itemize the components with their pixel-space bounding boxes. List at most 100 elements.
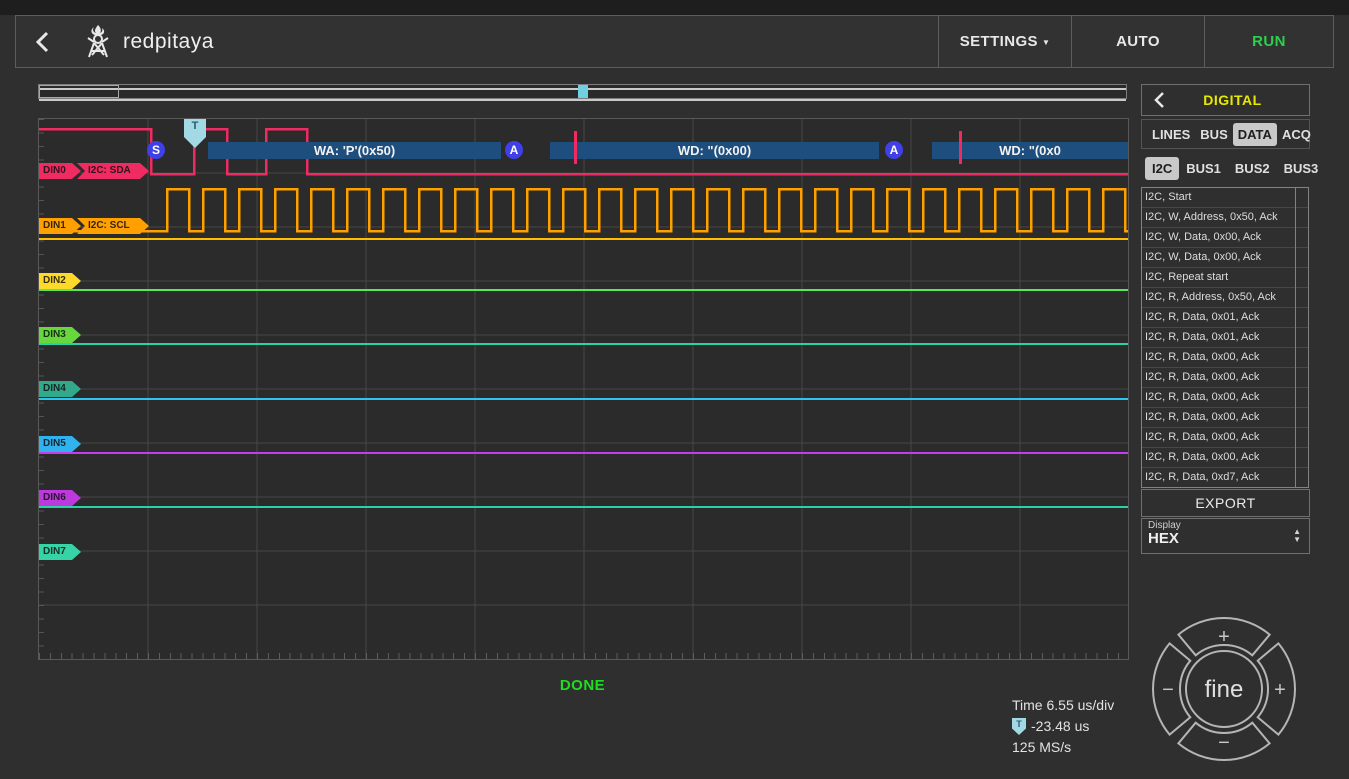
list-item[interactable]: I2C, Repeat start — [1142, 268, 1308, 288]
top-strip — [0, 0, 1349, 15]
decoder-bar-write-address: WA: 'P'(0x50) — [208, 142, 501, 159]
channel-badge-din6[interactable]: DIN6 — [39, 490, 81, 506]
auto-label: AUTO — [1116, 33, 1160, 50]
sidebar-collapse-button[interactable] — [1142, 91, 1176, 109]
navigation-pad[interactable]: + + − − fine — [1149, 614, 1299, 764]
decoder-bar-label: WD: "(0x0 — [999, 143, 1061, 158]
logo-text: redpitaya — [123, 29, 214, 53]
tab-bus[interactable]: BUS — [1200, 126, 1228, 142]
channel-badge-din7[interactable]: DIN7 — [39, 544, 81, 560]
list-item[interactable]: I2C, R, Data, 0x01, Ack — [1142, 328, 1308, 348]
list-item[interactable]: I2C, W, Data, 0x00, Ack — [1142, 248, 1308, 268]
run-button[interactable]: RUN — [1204, 16, 1333, 67]
pad-down-button[interactable] — [1176, 721, 1272, 761]
back-button[interactable] — [16, 16, 68, 67]
channel-badge-din0[interactable]: DIN0 — [39, 163, 81, 179]
time-scale-text: Time 6.55 us/div — [1012, 697, 1115, 713]
auto-button[interactable]: AUTO — [1071, 16, 1204, 67]
badge-label: DIN6 — [43, 492, 66, 503]
badge-label: DIN4 — [43, 383, 66, 394]
bus-badge-i2c-scl[interactable]: I2C: SCL — [77, 218, 149, 234]
tab-bus3[interactable]: BUS3 — [1283, 160, 1319, 176]
i2c-ack-marker: A — [505, 141, 523, 159]
badge-label: DIN2 — [43, 275, 66, 286]
timeline-scrollbar[interactable] — [38, 84, 1127, 101]
trigger-marker-label: T — [191, 120, 199, 132]
badge-label: DIN1 — [43, 220, 66, 231]
sample-rate: 125 MS/s — [1012, 737, 1114, 758]
tab-bus2[interactable]: BUS2 — [1234, 160, 1270, 176]
select-spinner-icon[interactable]: ▲ ▼ — [1293, 527, 1301, 544]
list-item[interactable]: I2C, W, Address, 0x50, Ack — [1142, 208, 1308, 228]
acquisition-status: DONE — [559, 677, 606, 694]
pad-up-button[interactable] — [1176, 617, 1272, 657]
settings-button[interactable]: SETTINGS ▼ — [938, 16, 1071, 67]
channel-badge-din5[interactable]: DIN5 — [39, 436, 81, 452]
i2c-ack-marker: A — [885, 141, 903, 159]
pad-fine-button[interactable] — [1185, 650, 1263, 728]
topbar-spacer — [214, 16, 938, 67]
list-item[interactable]: I2C, R, Data, 0x00, Ack — [1142, 408, 1308, 428]
tab-data[interactable]: DATA — [1232, 122, 1277, 146]
list-scrollbar[interactable] — [1295, 188, 1308, 487]
channel-badge-din1[interactable]: DIN1 — [39, 218, 81, 234]
run-label: RUN — [1252, 33, 1286, 50]
waveform-plot[interactable]: WA: 'P'(0x50) WD: "(0x00) WD: "(0x0 S A … — [38, 118, 1129, 660]
decoder-bar-write-data-2: WD: "(0x0 — [932, 142, 1128, 159]
tab-bus1[interactable]: BUS1 — [1186, 160, 1221, 176]
timeline-viewport-box[interactable] — [39, 85, 119, 98]
list-item[interactable]: I2C, R, Data, 0x00, Ack — [1142, 388, 1308, 408]
sidebar-header: DIGITAL — [1141, 84, 1310, 116]
time-axis-ticks — [39, 653, 1128, 659]
tab-acq[interactable]: ACQ — [1281, 126, 1311, 142]
redpitaya-logo: redpitaya — [68, 16, 214, 67]
pad-right-button[interactable] — [1256, 641, 1296, 737]
display-format-select[interactable]: Display HEX ▲ ▼ — [1141, 518, 1310, 554]
time-info: Time 6.55 us/div T -23.48 us 125 MS/s — [1012, 695, 1114, 758]
tab-i2c[interactable]: I2C — [1145, 156, 1180, 180]
trigger-marker[interactable]: T — [184, 119, 206, 148]
list-item[interactable]: I2C, R, Data, 0x00, Ack — [1142, 428, 1308, 448]
decoder-bar-label: WD: "(0x00) — [677, 143, 752, 158]
list-item[interactable]: I2C, R, Data, 0x01, Ack — [1142, 308, 1308, 328]
chevron-left-icon — [1153, 92, 1164, 108]
sda-bit-tick — [574, 131, 577, 164]
chevron-left-icon — [35, 31, 49, 52]
trigger-position-text: -23.48 us — [1031, 718, 1090, 734]
list-item[interactable]: I2C, R, Data, 0xd7, Ack — [1142, 468, 1308, 487]
trigger-position: T -23.48 us — [1012, 716, 1114, 737]
redpitaya-logo-icon — [87, 24, 109, 57]
list-item[interactable]: I2C, Start — [1142, 188, 1308, 208]
list-item[interactable]: I2C, R, Data, 0x00, Ack — [1142, 448, 1308, 468]
pad-fine-label: fine — [1205, 676, 1244, 703]
time-scale: Time 6.55 us/div — [1012, 695, 1114, 716]
i2c-start-marker: S — [147, 141, 165, 159]
decoded-data-list[interactable]: I2C, Start I2C, W, Address, 0x50, Ack I2… — [1141, 187, 1309, 488]
decoder-bar-label: WA: 'P'(0x50) — [313, 143, 396, 158]
channel-badge-din3[interactable]: DIN3 — [39, 327, 81, 343]
channel-badge-din4[interactable]: DIN4 — [39, 381, 81, 397]
trigger-icon: T — [1012, 718, 1026, 735]
chevron-down-icon: ▼ — [1041, 38, 1051, 47]
bus-badge-i2c-sda[interactable]: I2C: SDA — [77, 163, 149, 179]
timeline-trigger-marker[interactable] — [578, 85, 588, 98]
sample-rate-text: 125 MS/s — [1012, 739, 1072, 755]
topbar: redpitaya SETTINGS ▼ AUTO RUN — [15, 15, 1334, 68]
list-item[interactable]: I2C, R, Address, 0x50, Ack — [1142, 288, 1308, 308]
sda-bit-tick — [959, 131, 962, 164]
pad-plus-top: + — [1218, 626, 1230, 648]
badge-label: DIN7 — [43, 546, 66, 557]
tab-lines[interactable]: LINES — [1152, 126, 1191, 142]
display-label: Display — [1148, 520, 1181, 531]
channel-badge-din2[interactable]: DIN2 — [39, 273, 81, 289]
pad-minus-bottom: − — [1218, 732, 1230, 754]
badge-label: I2C: SCL — [88, 220, 130, 231]
bus-selector-tabs: I2C BUS1 BUS2 BUS3 — [1141, 153, 1318, 183]
list-item[interactable]: I2C, W, Data, 0x00, Ack — [1142, 228, 1308, 248]
list-item[interactable]: I2C, R, Data, 0x00, Ack — [1142, 348, 1308, 368]
export-button[interactable]: EXPORT — [1141, 489, 1310, 517]
list-item[interactable]: I2C, R, Data, 0x00, Ack — [1142, 368, 1308, 388]
display-value: HEX — [1148, 530, 1179, 547]
pad-left-button[interactable] — [1152, 641, 1192, 737]
